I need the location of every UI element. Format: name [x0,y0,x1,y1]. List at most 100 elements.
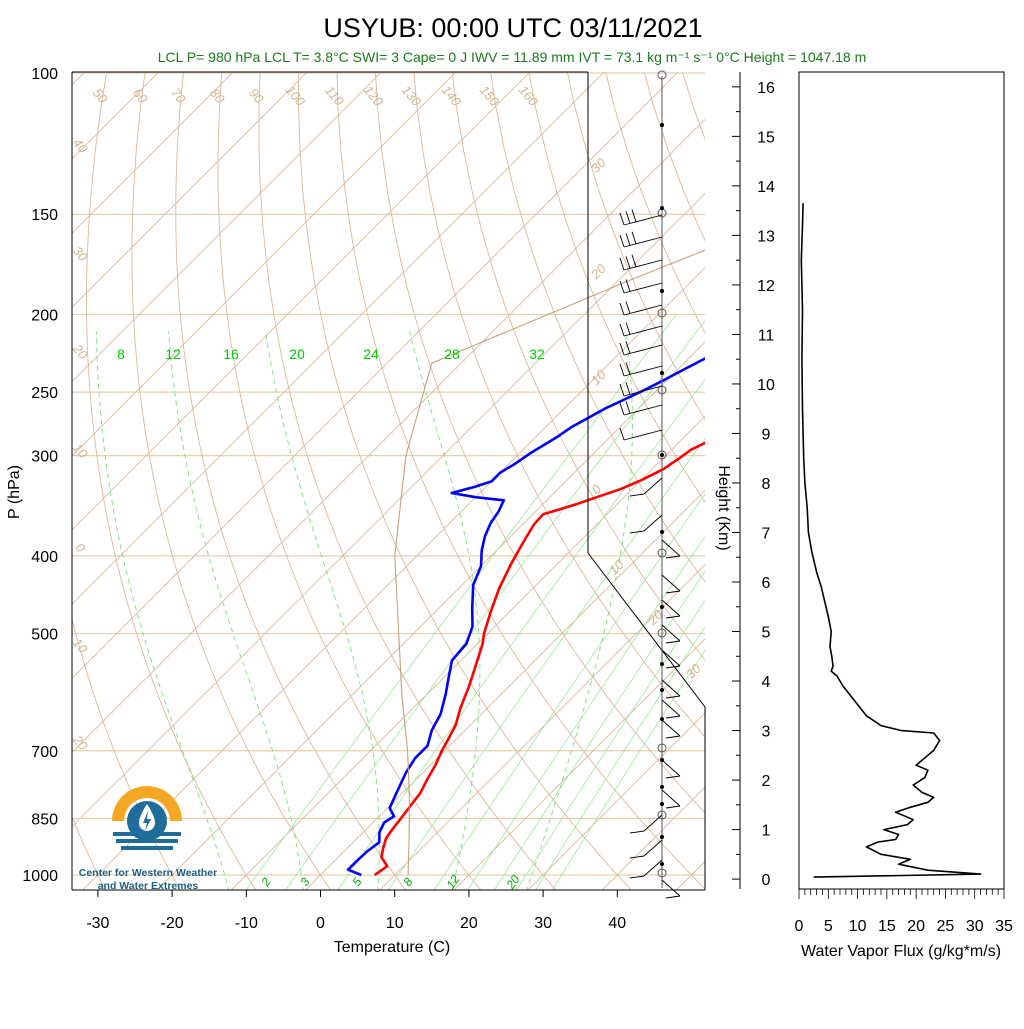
isotherm-line [0,55,324,908]
dry-adiabat-label: 80 [207,85,228,106]
wind-barb [620,279,662,293]
dry-adiabat-line [526,55,1024,908]
pressure-tick-label: 700 [31,744,58,761]
chart-subtitle: LCL P= 980 hPa LCL T= 3.8°C SWI= 3 Cape=… [158,49,867,65]
dry-adiabat-line [564,55,1024,908]
isotherm-label: 0 [72,540,89,556]
wind-barb [620,301,662,315]
dry-adiabat-line [412,55,877,908]
mixing-ratio-line [551,314,931,892]
height-tick-label: 5 [762,625,771,642]
pressure-tick-label: 850 [31,811,58,828]
isotherm-line [0,55,250,908]
wind-barb [620,341,662,355]
height-tick-label: 12 [757,278,775,295]
height-tick-label: 7 [762,525,771,542]
wind-level-dot [660,289,664,293]
pressure-axis-label: P (hPa) [6,465,23,519]
flux-tick-label: 0 [795,918,804,935]
mixing-ratio-label: 5 [349,875,364,889]
mixing-ratio-label: 8 [117,346,125,362]
pressure-tick-label: 200 [31,307,58,324]
wind-level-dot [660,371,664,375]
height-tick-label: 3 [762,724,771,741]
height-tick-label: 8 [762,476,771,493]
isotherm-label: 20 [587,260,609,282]
dry-adiabat-line [791,55,1024,908]
pressure-tick-label: 150 [31,207,58,224]
mixing-ratio-line [387,314,796,892]
dry-adiabat-line [450,55,953,908]
skewt-background [0,55,1024,908]
temperature-axis-label: Temperature (C) [334,939,450,956]
mixing-ratio-line [515,314,901,892]
wind-barb [620,210,662,225]
height-axis-label: Height (Km) [715,465,732,550]
wind-level-dot [660,530,664,534]
wind-barb [630,815,662,833]
height-tick-label: 1 [762,823,771,840]
pressure-tick-label: 400 [31,549,58,566]
wind-level-dot [660,688,664,692]
isotherm-line [0,55,769,908]
height-tick-label: 13 [757,228,775,245]
cw3e-logo: Center for Western Weather and Water Ext… [79,786,217,892]
mixing-ratio-label: 24 [363,346,379,362]
wind-barb [662,650,680,668]
pressure-tick-label: 500 [31,627,58,644]
isotherm-line [0,55,621,908]
temperature-tick-label: -30 [86,915,109,932]
height-tick-label: 11 [758,327,775,344]
mixing-ratio-label: 28 [444,346,460,362]
moist-adiabat-line [526,331,632,892]
pressure-tick-label: 100 [31,66,58,83]
wind-barb [662,575,680,593]
dry-adiabat-label: 100 [283,83,309,110]
logo-water-band-1 [113,832,181,836]
isotherm-line [213,55,1024,908]
mixing-ratio-label: 32 [529,346,545,362]
isotherm-line [0,55,695,908]
isotherm-label: 10 [70,635,91,656]
wind-level-dot [660,802,664,806]
dry-adiabat-label: 140 [439,83,465,110]
flux-tick-label: 30 [966,918,984,935]
logo-water-band-2 [116,839,178,843]
height-tick-label: 14 [757,179,775,196]
moist-adiabat-line [169,331,304,892]
height-tick-label: 9 [762,426,771,443]
height-tick-label: 10 [757,377,775,394]
wind-barb [662,720,680,738]
flux-tick-label: 25 [937,918,955,935]
dry-adiabat-label: 60 [130,85,151,106]
flux-plot-frame [799,72,1004,889]
temperature-tick-label: 20 [460,915,478,932]
chart-title: USYUB: 00:00 UTC 03/11/2021 [323,13,702,43]
temperature-tick-label: 30 [534,915,552,932]
logo-line-1: Center for Western Weather [79,867,217,879]
isotherm-label: 20 [644,606,666,628]
dry-adiabat-line [602,55,1024,908]
mixing-ratio-label: 16 [223,346,239,362]
wind-barb [630,515,662,533]
parcel-trajectory-line [395,80,1024,875]
height-tick-label: 16 [757,80,775,97]
skewt-axes: 1001502002503004005007008501000-30-20-10… [6,66,705,956]
isotherm-line [658,55,1024,908]
dry-adiabat-label: 150 [477,83,503,110]
dry-adiabat-label: 70 [168,85,189,106]
pressure-tick-label: 250 [31,385,58,402]
temperature-tick-label: -20 [161,915,184,932]
wind-level-dot [660,862,664,866]
dry-adiabat-label: 50 [90,85,111,106]
wind-level-dot [660,123,664,127]
dry-adiabat-line [829,55,1024,908]
mixing-ratio-label: 8 [400,875,415,889]
flux-tick-label: 10 [849,918,867,935]
flux-axis-label: Water Vapor Flux (g/kg*m/s) [801,943,1001,960]
temperature-tick-label: 10 [386,915,404,932]
dry-adiabat-line [39,55,191,908]
flux-tick-label: 15 [878,918,896,935]
